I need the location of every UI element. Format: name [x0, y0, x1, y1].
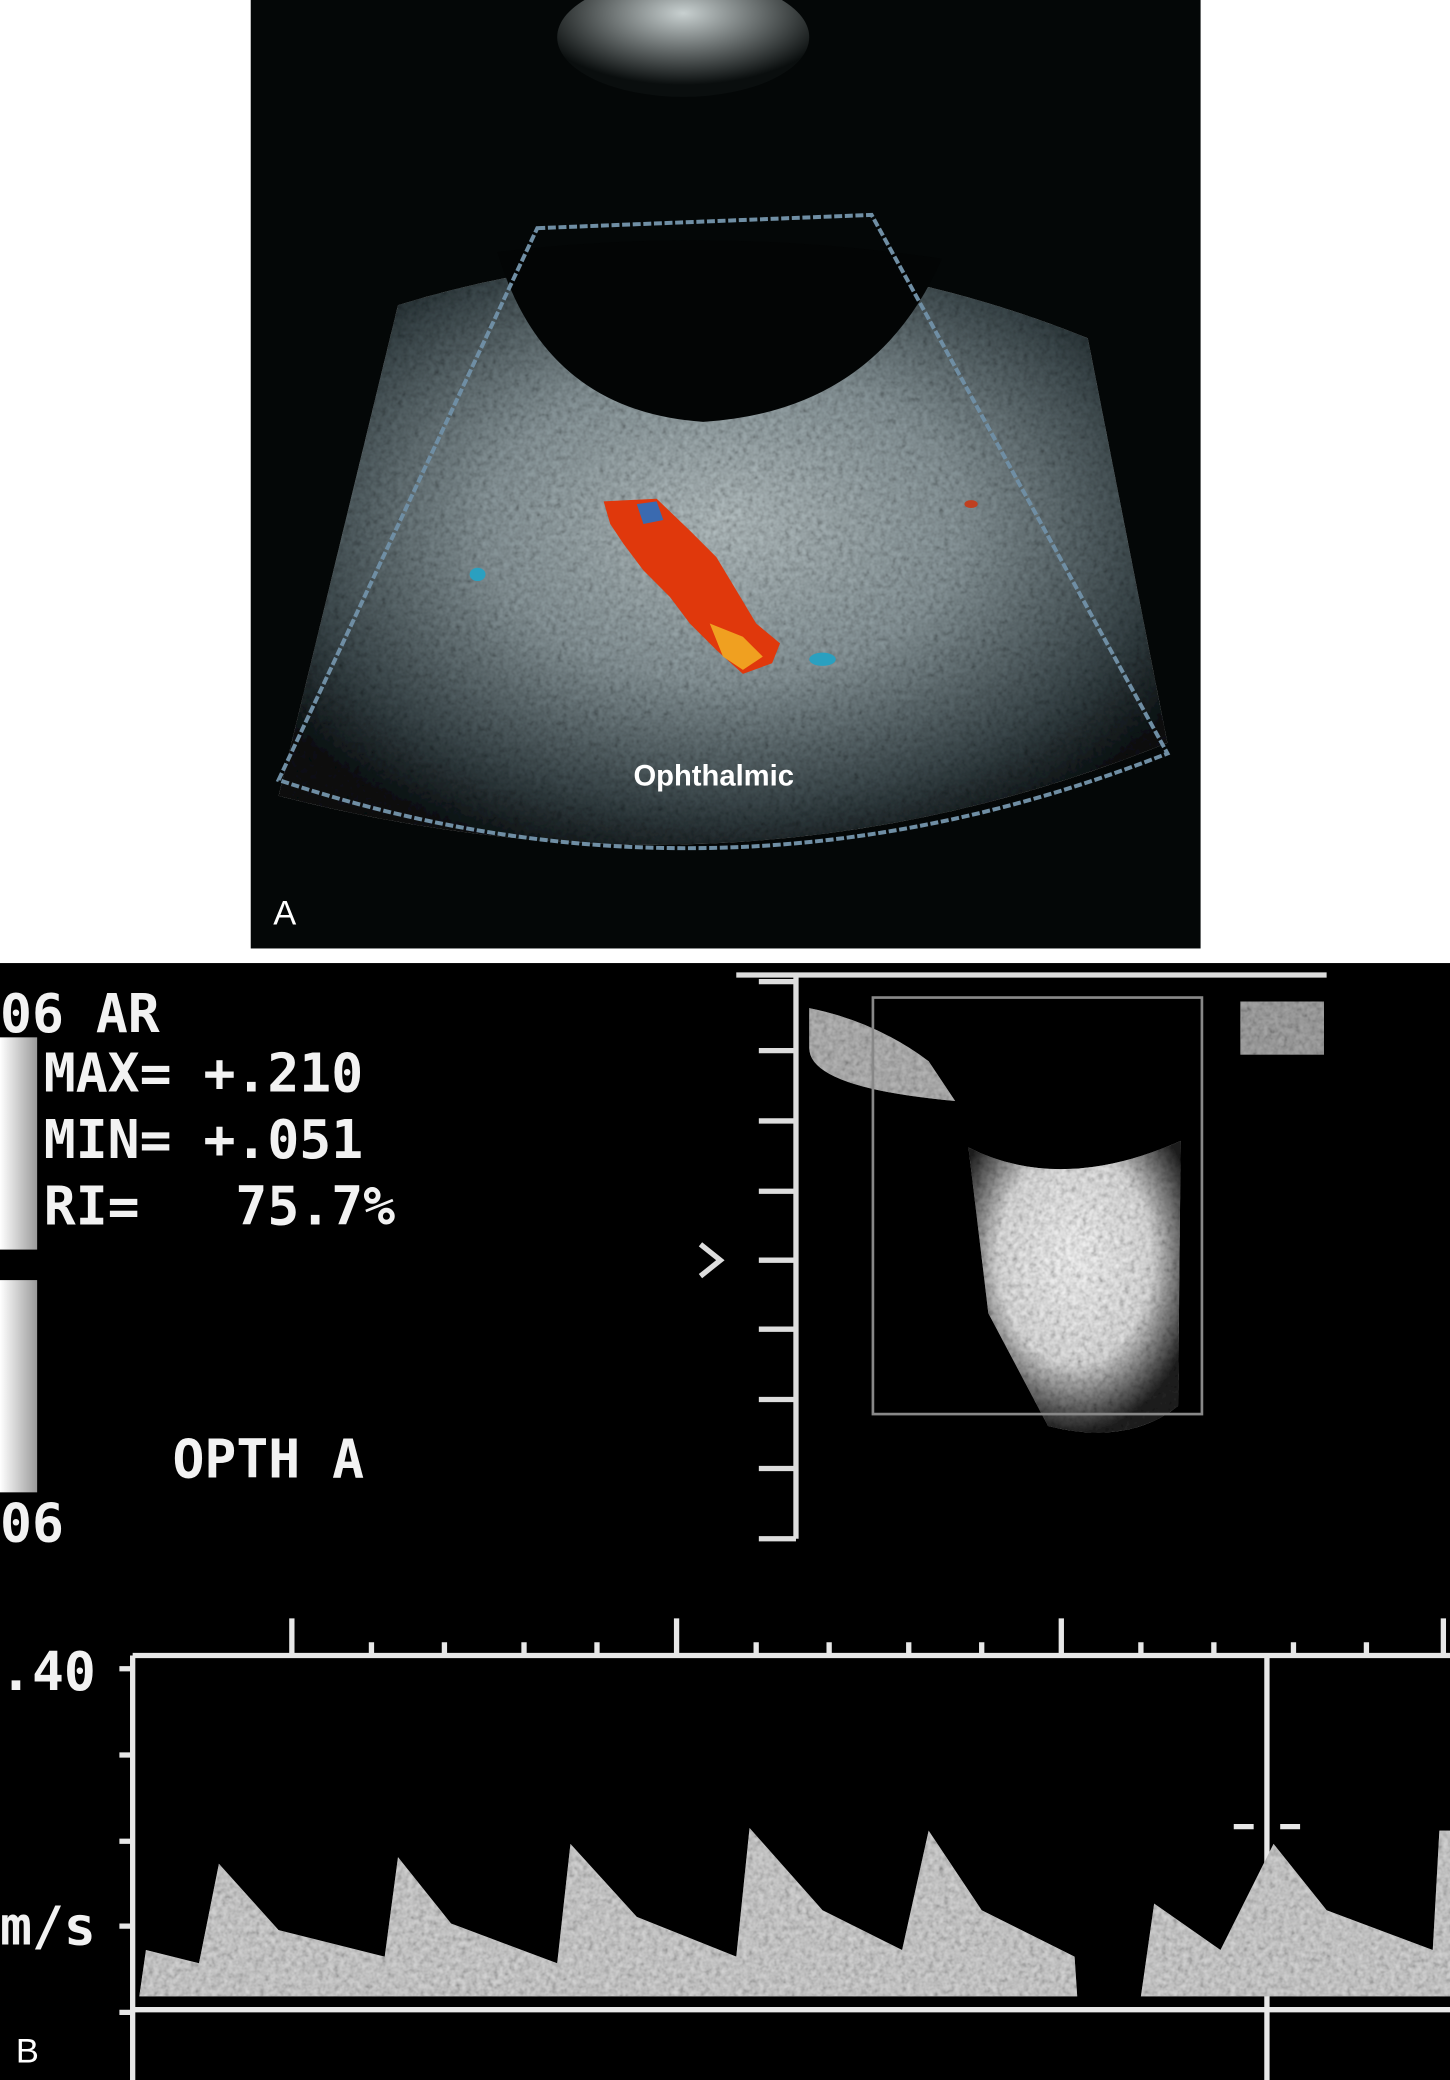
readout-max: MAX= +.210 [44, 1043, 363, 1105]
doppler-spectrum [139, 1827, 1450, 1997]
panel-a: Ophthalmic A [250, 0, 1201, 949]
scale-label: .40 [0, 1641, 96, 1703]
flow-red [964, 500, 978, 509]
color-flow [469, 498, 978, 674]
flow-yellow [709, 623, 763, 670]
gray-bar [0, 1037, 38, 1250]
flow-blue [636, 501, 664, 524]
depth-ticks [758, 978, 796, 1542]
readout-line: 06 AR [0, 983, 160, 1045]
inset-axes [698, 972, 1327, 1542]
annotation: Ophthalmic [633, 760, 793, 792]
inset-echo [809, 1008, 956, 1102]
inset-tissue [968, 1140, 1181, 1433]
inset-box [871, 996, 1204, 1416]
time-ticks [289, 1618, 1447, 1656]
velocity-ticks [119, 1666, 133, 2015]
focus-marker [698, 1242, 725, 1279]
panel-label: B [16, 2033, 39, 2071]
orbital-tissue [278, 259, 1168, 845]
flow-blue [469, 567, 486, 582]
corner-label: 06 [0, 1492, 64, 1554]
globe [497, 240, 942, 422]
sector-outline [275, 212, 1171, 851]
readout-ri: RI= 75.7% [44, 1175, 395, 1237]
inset-echo [1240, 1001, 1324, 1055]
flow-red [603, 498, 781, 674]
flow-blue [809, 652, 836, 666]
probe-echo [557, 0, 810, 97]
unit-label: m/s [0, 1896, 96, 1958]
panel-b: 06 AR MAX= +.210 MIN= +.051 RI= 75.7% OP… [0, 963, 1450, 2080]
gray-bar [0, 1280, 38, 1493]
panel-label: A [273, 895, 296, 933]
vessel-label: OPTH A [172, 1429, 364, 1491]
readout-min: MIN= +.051 [44, 1109, 363, 1171]
